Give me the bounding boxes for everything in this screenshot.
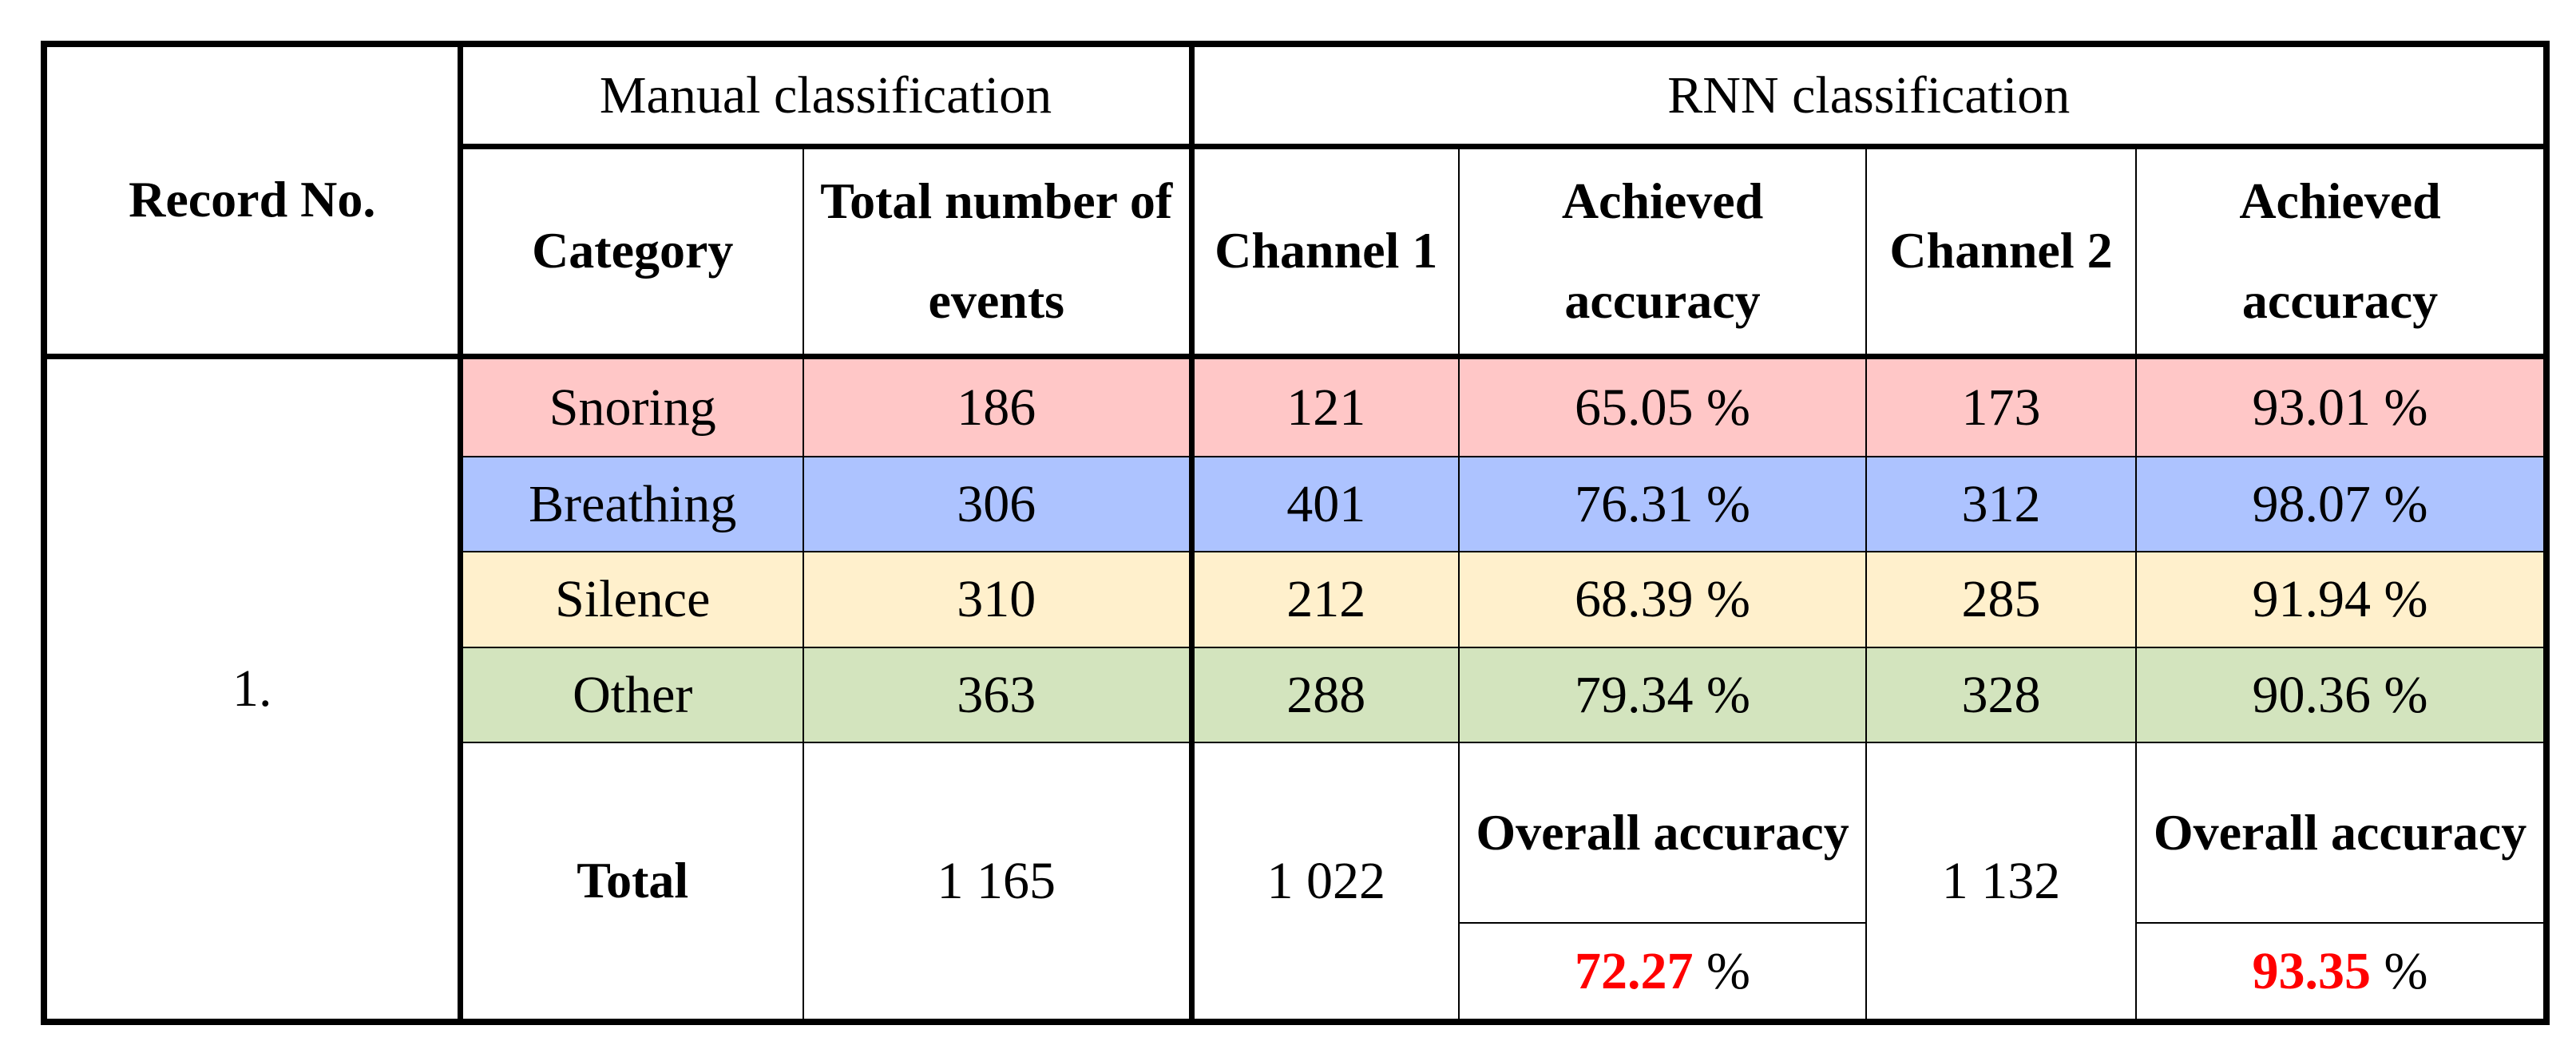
header-cell: Channel 1 <box>1191 145 1460 359</box>
cell: 310 <box>802 551 1195 648</box>
cell: 65.05 % <box>1458 355 1868 457</box>
header-cell: Channel 2 <box>1865 145 2138 359</box>
cell: 173 <box>1865 355 2138 457</box>
unit: % <box>1706 941 1750 1000</box>
cell: 93.01 % <box>2135 355 2548 457</box>
cell: 76.31 % <box>1458 456 1868 552</box>
cell: 186 <box>802 355 1195 457</box>
total-row: 72.27 % 93.35 % <box>44 922 2548 1023</box>
header-cell: Overall accuracy <box>1458 742 1868 924</box>
header-cell: Achieved accuracy <box>2135 145 2548 359</box>
cell: 68.39 % <box>1458 551 1868 648</box>
total-row: Total 1 165 1 022 Overall accuracy 1 132… <box>44 742 2548 1023</box>
cell: Other <box>459 647 804 743</box>
header-cell: Category <box>459 145 804 359</box>
results-table: Record No. Manual classification RNN cla… <box>41 41 2550 1025</box>
header-cell: Total number of events <box>802 145 1195 359</box>
cell: 312 <box>1865 456 2138 552</box>
cell: Breathing <box>459 456 804 552</box>
data-row: Silence 310 212 68.39 % 285 91.94 % <box>44 551 2548 648</box>
accuracy-cell: 93.35 % <box>2135 922 2548 1023</box>
header-cell: Achieved accuracy <box>1458 145 1868 359</box>
cell: 1 132 <box>1865 742 2138 1023</box>
cell: Silence <box>459 551 804 648</box>
cell: 90.36 % <box>2135 647 2548 743</box>
cell: 363 <box>802 647 1195 743</box>
cell: 306 <box>802 456 1195 552</box>
overall-accuracy: 72.27 <box>1575 941 1694 1000</box>
cell: 1 022 <box>1191 742 1460 1023</box>
cell: 121 <box>1191 355 1460 457</box>
cell: 79.34 % <box>1458 647 1868 743</box>
data-row: 1. Snoring 186 121 65.05 % 173 93.01 % <box>43 355 2548 1023</box>
data-row: Other 363 288 79.34 % 328 90.36 % <box>44 647 2548 743</box>
cell: 288 <box>1191 647 1460 743</box>
overall-accuracy: 93.35 <box>2252 941 2372 1000</box>
cell: 98.07 % <box>2135 456 2548 552</box>
cell: 401 <box>1191 456 1460 552</box>
cell: 91.94 % <box>2135 551 2548 648</box>
data-row: Breathing 306 401 76.31 % 312 98.07 % <box>44 456 2548 552</box>
record-cell: 1. <box>43 355 463 1023</box>
accuracy-cell: 72.27 % <box>1458 922 1868 1023</box>
header-cell: RNN classification <box>1191 43 2548 149</box>
cell: 212 <box>1191 551 1460 648</box>
header-cell: Record No. <box>43 43 463 359</box>
header-row: Category Total number of events Channel … <box>44 145 2548 359</box>
unit: % <box>2384 941 2428 1000</box>
cell: 328 <box>1865 647 2138 743</box>
header-cell: Overall accuracy <box>2135 742 2548 924</box>
total-label: Total <box>459 742 804 1023</box>
header-row: Record No. Manual classification RNN cla… <box>43 43 2548 359</box>
cell: 285 <box>1865 551 2138 648</box>
header-cell: Manual classification <box>458 43 1195 149</box>
cell: Snoring <box>459 355 804 457</box>
cell: 1 165 <box>802 742 1195 1023</box>
